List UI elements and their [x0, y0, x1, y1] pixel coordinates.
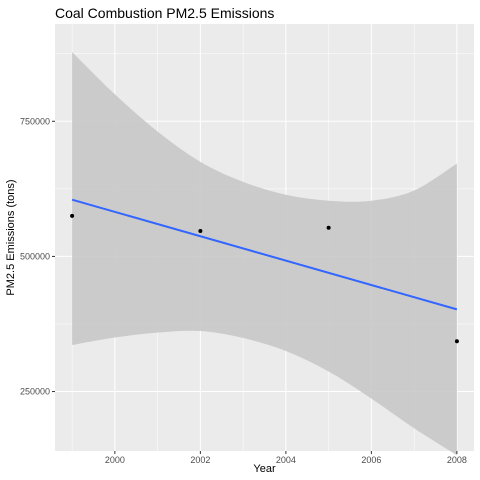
x-tick-label: 2008 — [447, 455, 467, 465]
data-points — [70, 213, 459, 344]
data-point — [326, 225, 331, 230]
trend-line — [71, 198, 458, 311]
x-tick-label: 2006 — [361, 455, 381, 465]
data-point — [198, 229, 203, 234]
x-tick-label: 2002 — [190, 455, 210, 465]
x-axis: 2000 2002 2004 2006 2008 — [105, 451, 467, 465]
y-tick-label: 750000 — [20, 116, 50, 126]
chart-title: Coal Combustion PM2.5 Emissions — [55, 5, 275, 21]
y-tick-label: 500000 — [20, 251, 50, 261]
y-axis: 250000 500000 750000 — [20, 116, 55, 397]
x-tick-label: 2000 — [105, 455, 125, 465]
x-tick-label: 2004 — [276, 455, 296, 465]
y-tick-label: 250000 — [20, 387, 50, 397]
y-axis-title: PM2.5 Emissions (tons) — [5, 179, 17, 295]
data-point — [70, 213, 75, 218]
x-axis-title: Year — [253, 463, 276, 475]
data-point — [454, 339, 459, 344]
